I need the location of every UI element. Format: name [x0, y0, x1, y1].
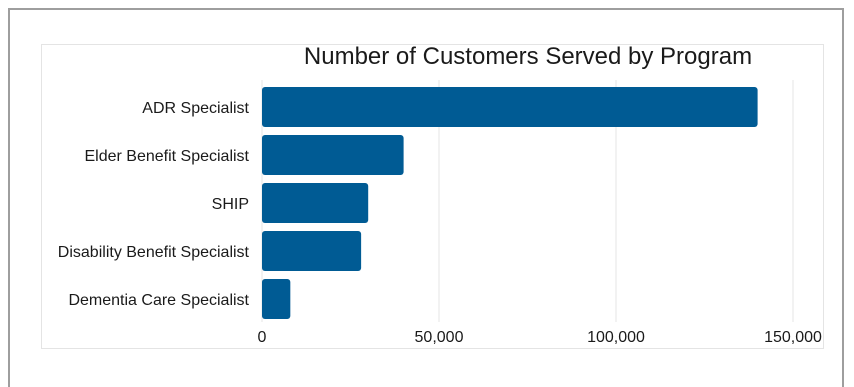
category-label: Disability Benefit Specialist	[58, 244, 250, 261]
x-axis-tick-labels: 0 50,000 100,000 150,000	[258, 329, 822, 346]
bars	[262, 87, 758, 319]
category-label: Dementia Care Specialist	[68, 292, 249, 309]
bar	[262, 135, 404, 175]
bar	[262, 231, 362, 271]
category-label: SHIP	[212, 196, 249, 213]
bar	[262, 87, 758, 127]
x-tick-label: 150,000	[764, 329, 822, 346]
category-labels: ADR Specialist Elder Benefit Specialist SH…	[58, 100, 250, 309]
x-tick-label: 100,000	[587, 329, 645, 346]
category-label: ADR Specialist	[142, 100, 249, 117]
category-label: Elder Benefit Specialist	[84, 148, 249, 165]
chart-title: Number of Customers Served by Program	[304, 43, 752, 70]
x-tick-label: 50,000	[415, 329, 464, 346]
bar	[262, 183, 369, 223]
bar	[262, 279, 291, 319]
x-tick-label: 0	[258, 329, 267, 346]
